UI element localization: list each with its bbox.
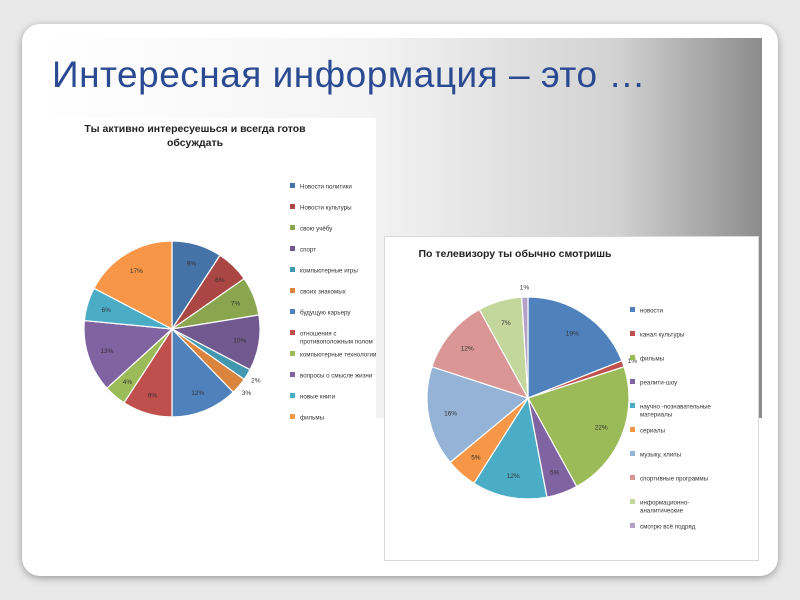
data-label: 1% [628,358,638,365]
legend-label: свою учёбу [300,226,333,233]
data-label: 17% [130,268,143,275]
legend-swatch [290,393,295,398]
pie-slice [521,296,529,399]
legend-label: информационно- [640,500,689,507]
legend-label: противоположным полом [300,339,373,346]
legend-swatch [290,351,295,356]
pie-slice [473,396,548,500]
slide-title: Интересная информация – это … [52,54,646,95]
pie-slice [83,319,174,390]
data-label: 3% [242,390,252,397]
data-label: 16% [444,410,457,417]
data-label: 5% [550,470,560,477]
legend-swatch [290,183,295,188]
legend-swatch [290,330,295,335]
legend-label: Новости политики [300,184,352,191]
legend-swatch [290,267,295,272]
legend-label: новости [640,308,663,315]
data-label: 22% [595,425,608,432]
legend-label: компьютерные игры [300,268,358,275]
legend-label: научно -познавательные [640,404,711,411]
legend-label: сериалы [640,428,665,435]
data-label: 12% [507,473,520,480]
legend-swatch [630,379,635,384]
data-label: 6% [215,277,225,284]
legend-swatch [630,403,635,408]
legend-swatch [630,523,635,528]
chart-interests: Ты активно интересуешься и всегда готов о… [40,118,376,465]
pie-slice [171,327,235,418]
legend-label: вопросы о смысле жизни [300,373,373,380]
legend-swatch [290,288,295,293]
legend-swatch [290,225,295,230]
legend-swatch [290,204,295,209]
data-label: 12% [461,345,474,352]
chart-title: Ты активно интересуешься и всегда готов [84,123,306,135]
data-label: 2% [251,377,261,384]
data-label: 5% [471,455,481,462]
legend-swatch [630,355,635,360]
legend-label: своих знакомых [300,289,347,296]
pie-slice [527,366,630,488]
legend-label: Новости культуры [300,205,352,212]
data-label: 12% [191,390,204,397]
chart-tv: По телевизору ты обычно смотришь 19% 1% 22%… [384,236,759,561]
legend-label: материалы [640,412,673,419]
pie-slice [431,308,530,400]
legend-label: компьютерные технологии [300,352,376,359]
legend-label: фильмы [640,356,665,363]
legend-swatch [290,246,295,251]
legend-label: музыку, клипы [640,452,682,459]
legend-swatch [290,414,295,419]
data-label: 13% [100,348,113,355]
legend-label: новые книги [300,394,336,401]
data-label: 7% [231,301,241,308]
legend-swatch [290,309,295,314]
data-label: 4% [123,379,133,386]
legend-label: будущую карьеру [300,310,351,317]
data-label: 10% [233,338,246,345]
slide: Интересная информация – это … Ты активно… [22,24,778,576]
chart-title: обсуждать [167,137,224,149]
legend-swatch [630,427,635,432]
pie-slice [426,366,530,464]
legend-label: спорт [300,247,316,254]
pie-slice [527,296,623,399]
data-label: 7% [501,320,511,327]
legend-label: отношения с [300,331,336,338]
data-label: 6% [101,307,111,314]
data-label: 9% [187,261,197,268]
chart-tv-svg: По телевизору ты обычно смотришь 19% 1% 22%… [418,248,711,531]
legend-swatch [630,499,635,504]
legend-swatch [630,475,635,480]
legend-label: канал культуры [640,332,685,339]
chart-title: По телевизору ты обычно смотришь [418,248,612,260]
legend-label: реалити-шоу [640,380,678,387]
legend-swatch [630,307,635,312]
legend-label: фильмы [300,415,325,422]
pie-slice [93,240,173,330]
legend-swatch [630,331,635,336]
data-label: 9% [148,392,158,399]
legend-swatch [290,372,295,377]
legend-label: смотрю всё подряд [640,524,696,531]
data-label: 1% [520,285,530,292]
legend-swatch [630,451,635,456]
legend-label: спортивные программы [640,476,709,483]
data-label: 19% [566,330,579,337]
legend-label: аналитические [640,508,684,515]
chart-interests-svg: Ты активно интересуешься и всегда готов о… [83,123,376,422]
